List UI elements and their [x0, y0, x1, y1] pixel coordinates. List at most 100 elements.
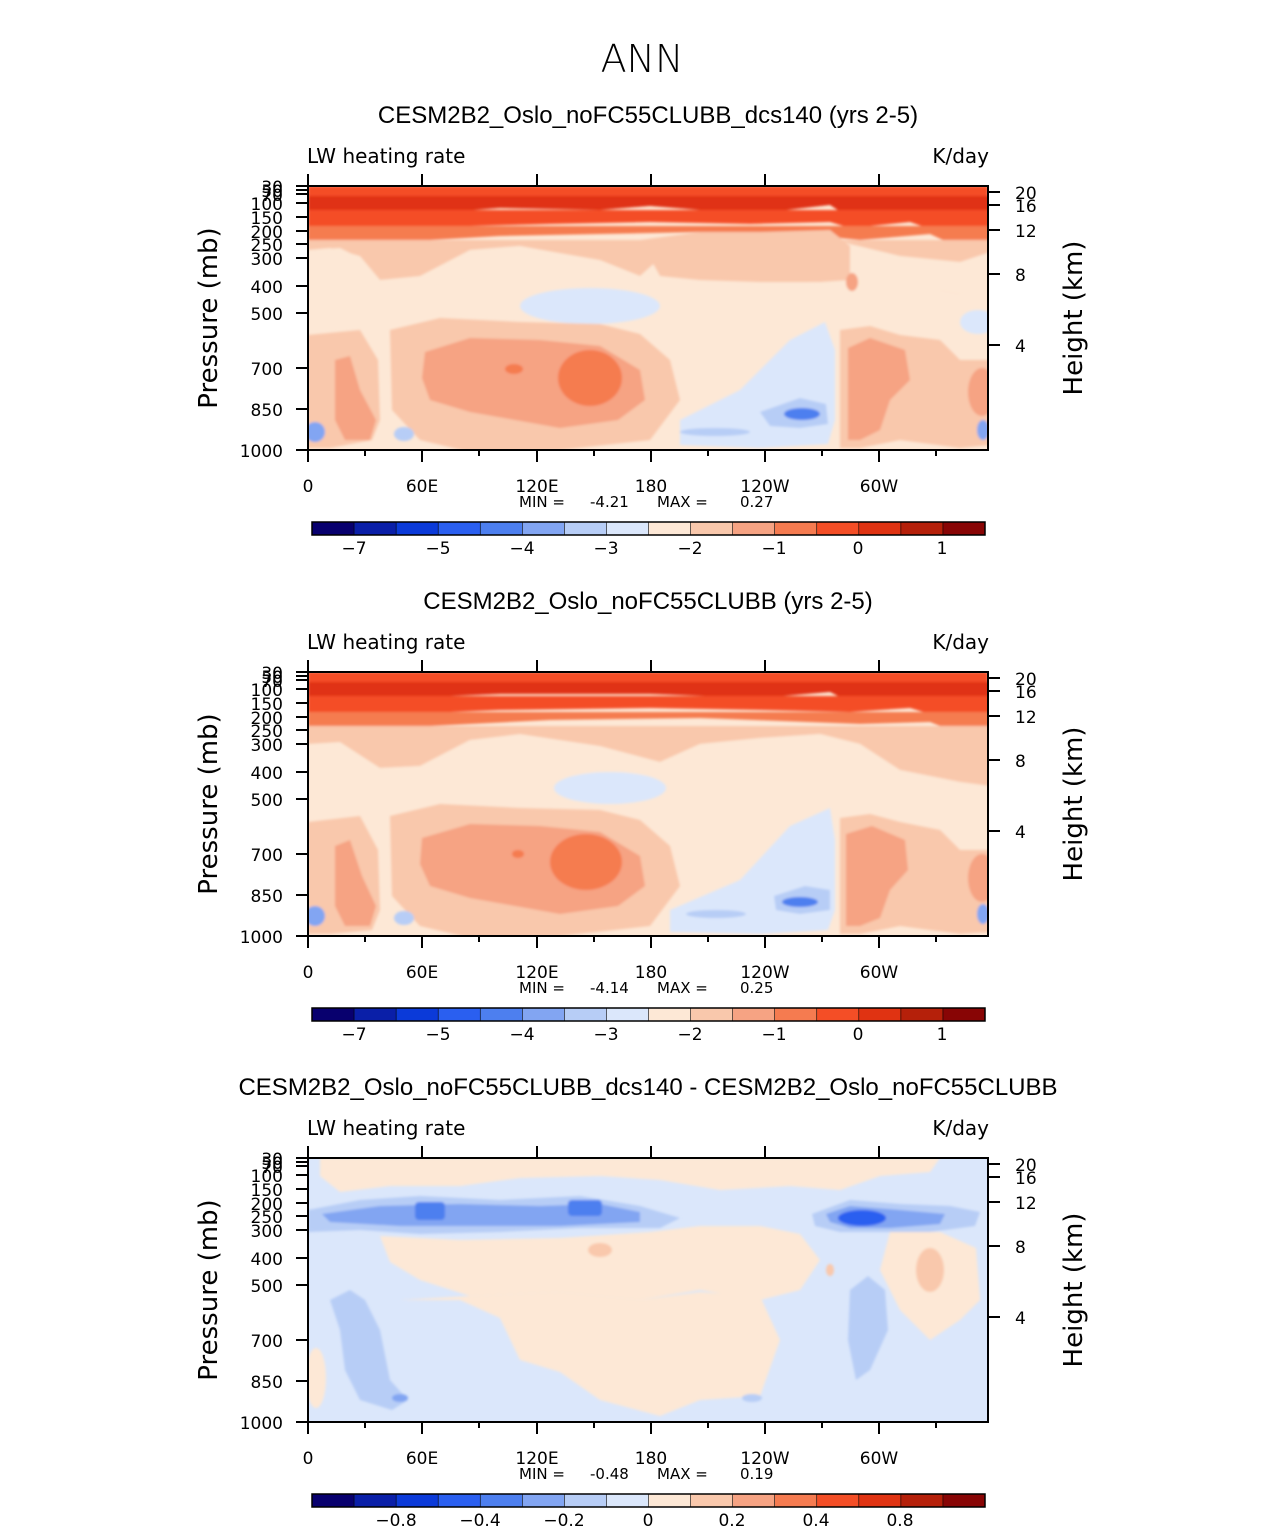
colorbar-bin — [732, 1008, 775, 1021]
colorbar-tick-label: −7 — [341, 539, 366, 559]
y-axis-label: Pressure (mb) — [194, 713, 224, 894]
y-tick-label: 400 — [251, 1250, 283, 1270]
y2-tick-label: 4 — [1015, 823, 1026, 843]
y2-tick-label: 4 — [1015, 1309, 1026, 1329]
variable-label: LW heating rate — [307, 1116, 465, 1140]
y-tick-label: 30 — [261, 1150, 283, 1170]
colorbar-bin — [312, 522, 355, 535]
panel-title: CESM2B2_Oslo_noFC55CLUBB (yrs 2-5) — [423, 588, 873, 615]
y2-tick-label: 20 — [1015, 184, 1037, 204]
colorbar-bin — [480, 1008, 523, 1021]
colorbar-bin — [606, 1008, 649, 1021]
band-upper — [308, 696, 988, 722]
colorbar-tick-label: 1 — [937, 539, 948, 559]
y-tick-label: 1000 — [240, 1414, 283, 1434]
colorbar-frame — [311, 521, 986, 536]
y-tick-label: 850 — [251, 887, 283, 907]
y2-tick-label: 12 — [1015, 1194, 1037, 1214]
panel-title: CESM2B2_Oslo_noFC55CLUBB_dcs140 - CESM2B… — [238, 1074, 1057, 1101]
colorbar-bin — [816, 522, 860, 535]
colorbar-bin — [312, 1008, 355, 1021]
y-axis — [296, 1157, 1000, 1423]
blue-dot-low-2 — [742, 1394, 762, 1402]
y-tick-label: 400 — [251, 278, 283, 298]
y-tick-label: 50 — [261, 1154, 283, 1174]
plot-frame — [307, 671, 989, 937]
colorbar-tick-label: −5 — [425, 539, 450, 559]
y-tick-label: 150 — [251, 1181, 283, 1201]
peach-lower — [400, 1292, 780, 1416]
min-max-readout: MIN = -4.14 MAX = 0.25 — [519, 979, 773, 997]
blue-core — [784, 408, 820, 420]
peach-left-edge — [308, 1348, 326, 1408]
y-tick-label: 200 — [251, 223, 283, 243]
y2-tick-labels: 20 16 12 8 4 — [1015, 1156, 1037, 1329]
colorbar-tick-label: 0 — [853, 1025, 864, 1045]
x-tick-label: 60E — [406, 477, 438, 497]
blue-band-strong — [322, 1204, 640, 1226]
contour-field — [308, 672, 988, 936]
blue-core — [782, 897, 818, 907]
y-tick-label: 250 — [251, 722, 283, 742]
blue-bottom-strip — [686, 910, 746, 918]
max-label: MAX = — [657, 1465, 708, 1483]
y-tick-label: 850 — [251, 401, 283, 421]
panel-1: CESM2B2_Oslo_noFC55CLUBB_dcs140 (yrs 2-5… — [194, 102, 1089, 559]
colorbar-bin — [774, 1008, 818, 1021]
colorbar-bin — [606, 522, 649, 535]
colorbar-bin — [900, 522, 944, 535]
y-tick-label: 200 — [251, 1195, 283, 1215]
colorbar-bin — [396, 522, 439, 535]
colorbar-bin — [396, 1494, 439, 1507]
x-tick-label: 60W — [860, 1449, 899, 1469]
y-tick-label: 70 — [261, 186, 283, 206]
min-value: -4.14 — [590, 979, 629, 997]
units-label: K/day — [932, 144, 989, 168]
x-tick-label: 120W — [740, 477, 789, 497]
y-tick-label: 700 — [251, 846, 283, 866]
y-tick-label: 100 — [251, 681, 283, 701]
units-label: K/day — [932, 1116, 989, 1140]
x-tick-labels: 0 60E 120E 180 120W 60W — [303, 1449, 899, 1469]
colorbar-tick-label: −0.8 — [375, 1511, 416, 1531]
plot-frame — [307, 1157, 989, 1423]
x-tick-label: 180 — [635, 477, 667, 497]
blue-core-right — [838, 1210, 886, 1226]
colorbar-bin — [396, 1008, 439, 1021]
units-label: K/day — [932, 630, 989, 654]
blob-right-edge — [968, 368, 988, 416]
colorbar-bin — [606, 1494, 649, 1507]
y2-tick-label: 16 — [1015, 683, 1037, 703]
x-tick-label: 120E — [515, 963, 558, 983]
blob-center-core — [558, 350, 622, 406]
blue-dot-low — [392, 1394, 408, 1402]
y2-axis-label: Height (km) — [1059, 241, 1089, 396]
panel-title: CESM2B2_Oslo_noFC55CLUBB_dcs140 (yrs 2-5… — [378, 102, 918, 129]
blob-right-edge — [968, 854, 988, 902]
colorbar-tick-label: −1 — [761, 1025, 786, 1045]
x-tick-label: 0 — [303, 963, 314, 983]
colorbar-bin — [858, 1008, 902, 1021]
blob-lower-left-strong — [335, 840, 376, 926]
x-axis — [307, 660, 937, 948]
colorbar-bin — [438, 522, 481, 535]
y-tick-label: 500 — [251, 791, 283, 811]
colorbar-tick-label: 0.2 — [718, 1511, 745, 1531]
orange-spot — [846, 273, 858, 291]
y-tick-label: 400 — [251, 764, 283, 784]
y-tick-label: 70 — [261, 1158, 283, 1178]
variable-label: LW heating rate — [307, 630, 465, 654]
colorbar-bin — [732, 522, 775, 535]
colorbar-tick-label: 1 — [937, 1025, 948, 1045]
y-axis — [296, 671, 1000, 937]
colorbar-bin — [816, 1494, 860, 1507]
y2-tick-label: 20 — [1015, 670, 1037, 690]
min-max-readout: MIN = -4.21 MAX = 0.27 — [519, 493, 773, 511]
colorbar-tick-label: −0.2 — [543, 1511, 584, 1531]
x-tick-label: 60W — [860, 477, 899, 497]
max-value: 0.27 — [740, 493, 773, 511]
colorbar-bin — [354, 1494, 397, 1507]
colorbar-tick-label: −5 — [425, 1025, 450, 1045]
colorbar-bin — [648, 522, 691, 535]
colorbar-bin — [858, 522, 902, 535]
